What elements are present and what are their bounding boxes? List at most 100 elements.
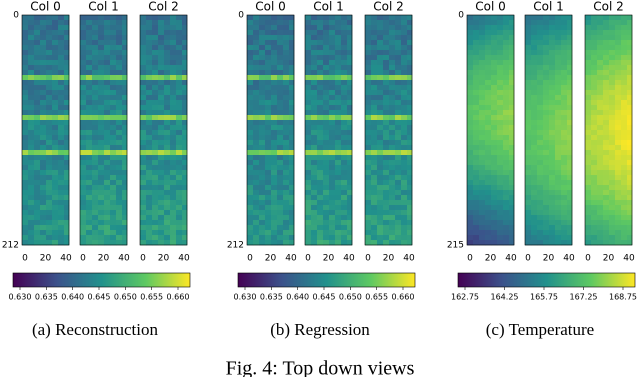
- heatmap-cell: [253, 145, 259, 150]
- heatmap-cell: [621, 55, 627, 60]
- heatmap-cell: [283, 60, 289, 65]
- heatmap-cell: [365, 120, 371, 125]
- heatmap-cell: [176, 80, 182, 85]
- heatmap-cell: [549, 230, 555, 235]
- heatmap-cell: [58, 200, 64, 205]
- heatmap-cell: [253, 225, 259, 230]
- heatmap-cell: [479, 120, 485, 125]
- heatmap-cell: [52, 75, 58, 80]
- heatmap-cell: [407, 225, 412, 230]
- heatmap-cell: [525, 100, 531, 105]
- heatmap-cell: [371, 190, 377, 195]
- heatmap-cell: [28, 145, 34, 150]
- heatmap-cell: [531, 130, 537, 135]
- heatmap-cell: [555, 215, 561, 220]
- heatmap-cell: [555, 65, 561, 70]
- heatmap-cell: [473, 50, 479, 55]
- heatmap-cell: [253, 90, 259, 95]
- heatmap-cell: [347, 40, 352, 45]
- heatmap-cell: [52, 50, 58, 55]
- heatmap-cell: [170, 190, 176, 195]
- heatmap-cell: [323, 175, 329, 180]
- heatmap-cell: [40, 90, 46, 95]
- heatmap-cell: [22, 170, 28, 175]
- heatmap-cell: [395, 175, 401, 180]
- heatmap-cell: [485, 235, 491, 240]
- heatmap-cell: [323, 110, 329, 115]
- heatmap-cell: [627, 50, 632, 55]
- heatmap-cell: [395, 200, 401, 205]
- heatmap-cell: [603, 75, 609, 80]
- heatmap-cell: [621, 195, 627, 200]
- heatmap-cell: [531, 200, 537, 205]
- heatmap-cell: [152, 70, 158, 75]
- heatmap-cell: [253, 30, 259, 35]
- heatmap-cell: [567, 220, 572, 225]
- heatmap-cell: [170, 20, 176, 25]
- heatmap-cell: [86, 125, 92, 130]
- heatmap-cell: [407, 135, 412, 140]
- heatmap-cell: [305, 115, 311, 120]
- heatmap-cell: [567, 120, 572, 125]
- heatmap-cell: [271, 170, 277, 175]
- heatmap-cell: [64, 160, 69, 165]
- heatmap-cell: [609, 25, 615, 30]
- heatmap-cell: [311, 200, 317, 205]
- heatmap-cell: [365, 40, 371, 45]
- heatmap-cell: [585, 60, 591, 65]
- heatmap-cell: [277, 220, 283, 225]
- heatmap-cell: [341, 235, 347, 240]
- heatmap-cell: [383, 220, 389, 225]
- heatmap-cell: [158, 105, 164, 110]
- heatmap-cell: [247, 240, 253, 245]
- heatmap-cell: [395, 205, 401, 210]
- heatmap-cell: [341, 130, 347, 135]
- heatmap-cell: [567, 185, 572, 190]
- heatmap-cell: [537, 105, 543, 110]
- heatmap-cell: [158, 185, 164, 190]
- heatmap-cell: [104, 30, 110, 35]
- heatmap-cell: [543, 55, 549, 60]
- heatmap-cell: [28, 220, 34, 225]
- heatmap-cell: [92, 110, 98, 115]
- heatmap-cell: [591, 35, 597, 40]
- heatmap-cell: [305, 20, 311, 25]
- heatmap-cell: [537, 25, 543, 30]
- heatmap-cell: [289, 225, 294, 230]
- heatmap-cell: [64, 215, 69, 220]
- heatmap-cell: [323, 200, 329, 205]
- heatmap-cell: [597, 45, 603, 50]
- heatmap-cell: [158, 75, 164, 80]
- heatmap-cell: [122, 165, 127, 170]
- heatmap-cell: [140, 145, 146, 150]
- heatmap-cell: [152, 185, 158, 190]
- heatmap-cell: [182, 185, 187, 190]
- heatmap-cell: [603, 155, 609, 160]
- heatmap-cell: [597, 105, 603, 110]
- heatmap-cell: [329, 110, 335, 115]
- heatmap-cell: [479, 205, 485, 210]
- heatmap-cell: [549, 165, 555, 170]
- heatmap-cell: [395, 125, 401, 130]
- heatmap-cell: [116, 30, 122, 35]
- heatmap-cell: [329, 210, 335, 215]
- heatmap-cell: [289, 140, 294, 145]
- heatmap-cell: [531, 65, 537, 70]
- heatmap-cell: [122, 145, 127, 150]
- heatmap-cell: [259, 160, 265, 165]
- heatmap-cell: [289, 130, 294, 135]
- heatmap-cell: [98, 195, 104, 200]
- heatmap-cell: [597, 145, 603, 150]
- heatmap-cell: [467, 165, 473, 170]
- heatmap-cell: [341, 115, 347, 120]
- heatmap-cell: [467, 90, 473, 95]
- heatmap-cell: [158, 30, 164, 35]
- heatmap-cell: [247, 125, 253, 130]
- heatmap-cell: [265, 140, 271, 145]
- heatmap-cell: [365, 30, 371, 35]
- heatmap-cell: [311, 190, 317, 195]
- heatmap-cell: [170, 215, 176, 220]
- heatmap-cell: [116, 20, 122, 25]
- heatmap-cell: [543, 165, 549, 170]
- heatmap-cell: [531, 165, 537, 170]
